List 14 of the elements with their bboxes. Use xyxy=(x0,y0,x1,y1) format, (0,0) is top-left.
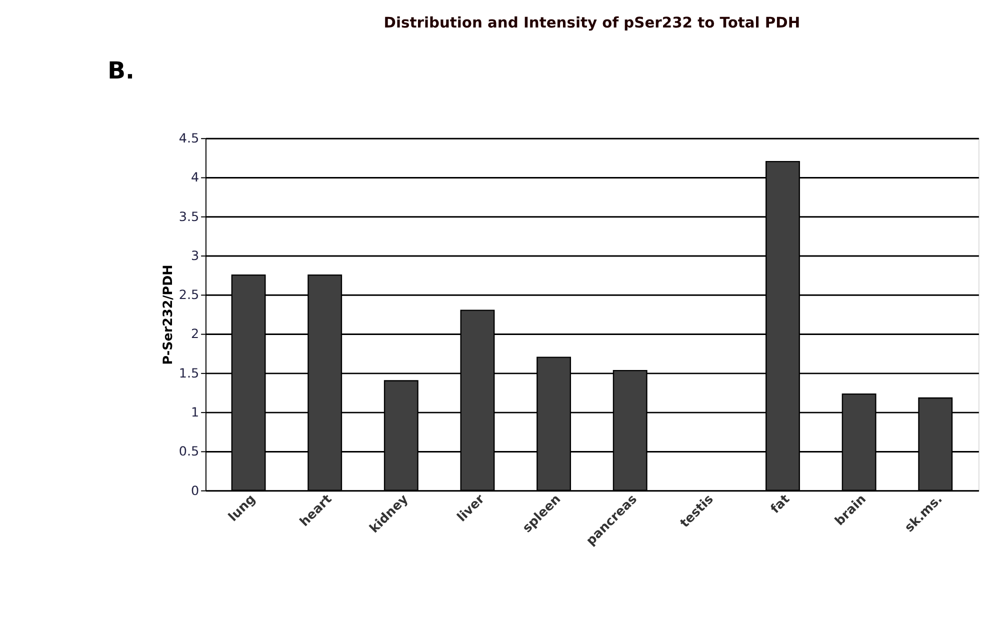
x-tick-label: fat xyxy=(767,491,792,516)
y-tick-label: 0 xyxy=(191,482,200,498)
y-tick-label: 2.5 xyxy=(178,287,200,302)
y-tick-label: 4 xyxy=(191,170,200,185)
y-tick-label: 4.5 xyxy=(178,130,200,146)
y-tick-label: 2 xyxy=(191,326,200,342)
y-tick-label: 0.5 xyxy=(178,444,200,459)
text: B. xyxy=(108,56,134,84)
y-tick-label: 3.5 xyxy=(178,208,200,224)
chart-title: Distribution and Intensity of pSer232 to Total PDH xyxy=(384,14,800,32)
y-tick-label: 1 xyxy=(191,404,200,420)
y-tick-label: 3 xyxy=(191,248,200,263)
y-axis-title: P-Ser232/PDH xyxy=(160,264,176,365)
y-tick-label: 1.5 xyxy=(178,365,200,380)
